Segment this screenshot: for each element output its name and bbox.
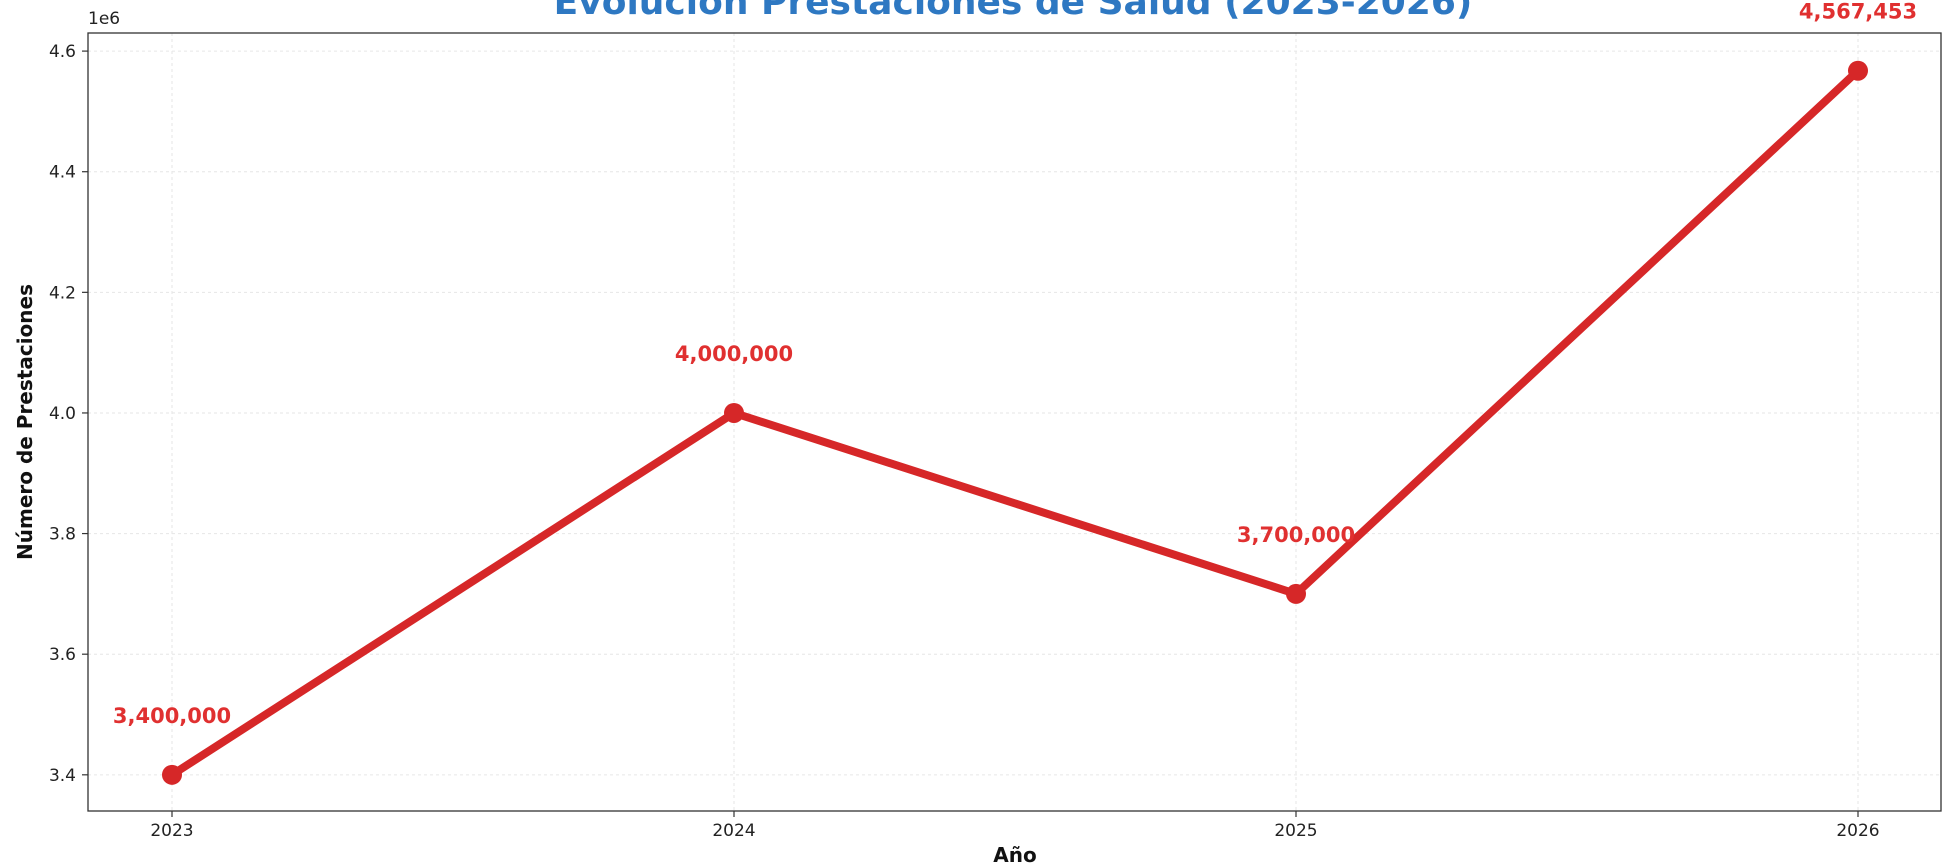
- y-tick-label: 4.6: [49, 42, 76, 62]
- x-axis-label: Año: [993, 843, 1036, 865]
- y-axis-label: Número de Prestaciones: [13, 284, 37, 560]
- y-tick-label: 4.0: [49, 404, 76, 424]
- data-label-group: 3,400,000 4,000,000 3,700,000 4,567,453: [113, 0, 1917, 728]
- y-tick-label: 3.8: [49, 525, 76, 545]
- y-tick-label: 3.6: [49, 645, 76, 665]
- data-label: 4,000,000: [675, 342, 793, 366]
- data-point-marker: [1848, 60, 1868, 81]
- y-tick-label: 4.4: [49, 163, 76, 183]
- x-tick-label: 2026: [1836, 821, 1879, 841]
- data-point-marker: [1286, 583, 1306, 604]
- data-label: 3,700,000: [1237, 523, 1355, 547]
- chart-title: Evolución Prestaciones de Salud (2023-20…: [554, 0, 1473, 23]
- y-axis: 3.4 3.6 3.8 4.0 4.2 4.4 4.6: [49, 42, 88, 786]
- data-label: 4,567,453: [1799, 0, 1917, 24]
- y-scale-label: 1e6: [88, 9, 120, 29]
- x-tick-label: 2025: [1274, 821, 1317, 841]
- plot-area-frame: [87, 32, 1942, 812]
- grid-lines: [88, 33, 1941, 811]
- y-tick-label: 3.4: [49, 766, 76, 786]
- x-axis: 2023 2024 2025 2026: [150, 811, 1880, 841]
- data-point-marker: [162, 764, 182, 785]
- y-tick-label: 4.2: [49, 283, 76, 303]
- series-line: [168, 66, 1862, 779]
- x-tick-label: 2023: [150, 821, 193, 841]
- series-group: [162, 60, 1868, 785]
- x-tick-label: 2024: [712, 821, 755, 841]
- data-point-marker: [724, 402, 744, 423]
- data-label: 3,400,000: [113, 704, 231, 728]
